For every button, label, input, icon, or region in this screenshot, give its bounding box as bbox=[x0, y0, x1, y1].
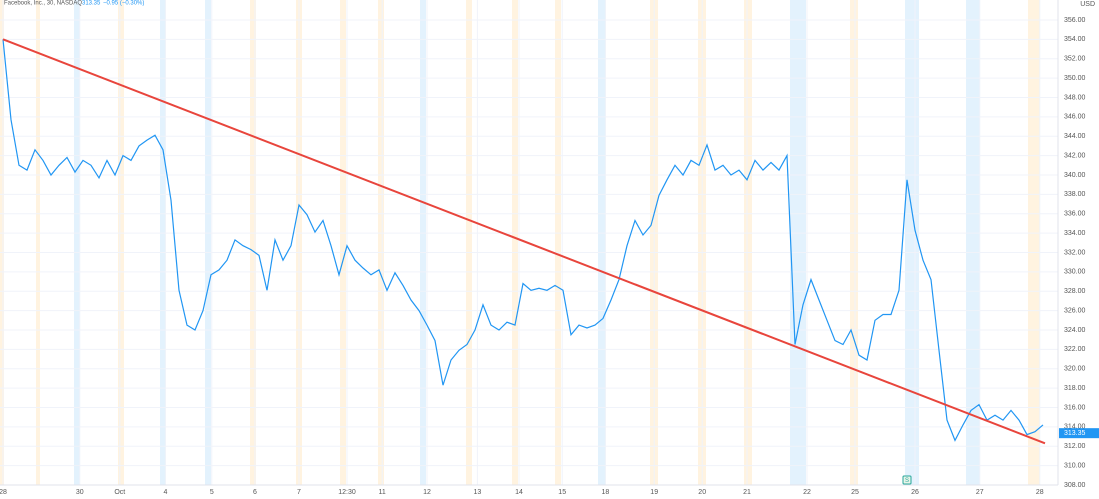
y-tick-label: 352.00 bbox=[1064, 56, 1086, 63]
last-price-tag bbox=[1059, 428, 1099, 439]
y-tick-label: 348.00 bbox=[1064, 94, 1086, 101]
session-band bbox=[74, 0, 80, 485]
x-tick-label: 20 bbox=[698, 489, 706, 496]
x-tick-label: 18 bbox=[602, 489, 610, 496]
price-axis bbox=[1058, 0, 1099, 499]
session-band bbox=[1028, 0, 1040, 485]
x-tick-label: 30 bbox=[76, 489, 84, 496]
session-band bbox=[160, 0, 166, 485]
x-tick-label: 22 bbox=[803, 489, 811, 496]
y-tick-label: 350.00 bbox=[1064, 75, 1086, 82]
y-tick-label: 340.00 bbox=[1064, 172, 1086, 179]
y-tick-label: 320.00 bbox=[1064, 366, 1086, 373]
x-tick-label: 28 bbox=[0, 489, 7, 496]
y-tick-label: 346.00 bbox=[1064, 114, 1086, 121]
x-tick-label: 12:30 bbox=[338, 489, 356, 496]
y-tick-label: 316.00 bbox=[1064, 404, 1086, 411]
y-tick-label: 334.00 bbox=[1064, 230, 1086, 237]
grid bbox=[0, 0, 1058, 486]
plot: S bbox=[2, 38, 1046, 485]
y-tick-label: 318.00 bbox=[1064, 385, 1086, 392]
currency: USD bbox=[1080, 1, 1095, 8]
session-band bbox=[512, 0, 518, 485]
x-tick-label: 28 bbox=[1036, 489, 1044, 496]
session-bands bbox=[0, 0, 1040, 485]
y-tick-label: 354.00 bbox=[1064, 36, 1086, 43]
x-tick-label: 5 bbox=[210, 489, 214, 496]
price-line bbox=[2, 39, 1044, 442]
session-band bbox=[598, 0, 606, 485]
y-tick-label: 322.00 bbox=[1064, 346, 1086, 353]
header-title: Facebook, Inc., 30, NASDAQ bbox=[4, 1, 82, 7]
session-band bbox=[966, 0, 980, 485]
y-tick-label: 312.00 bbox=[1064, 443, 1086, 450]
session-band bbox=[790, 0, 806, 485]
y-tick-label: 314.00 bbox=[1064, 424, 1086, 431]
annotation: S bbox=[905, 478, 909, 484]
x-tick-label: 15 bbox=[558, 489, 566, 496]
x-tick-label: 11 bbox=[379, 489, 386, 496]
y-tick-label: 332.00 bbox=[1064, 249, 1086, 256]
session-band bbox=[378, 0, 384, 485]
y-tick-label: 310.00 bbox=[1064, 462, 1086, 469]
x-tick-label: 27 bbox=[976, 489, 984, 496]
x-tick-label: 26 bbox=[911, 489, 919, 496]
y-tick-label: 308.00 bbox=[1064, 482, 1086, 489]
trend-line bbox=[2, 38, 1046, 445]
y-tick-label: 356.00 bbox=[1064, 17, 1086, 24]
y-tick-label: 330.00 bbox=[1064, 269, 1086, 276]
x-tick-label: 21 bbox=[743, 489, 751, 496]
session-band bbox=[205, 0, 211, 485]
session-band bbox=[420, 0, 426, 485]
session-band bbox=[0, 0, 4, 485]
x-tick-label: 7 bbox=[297, 489, 301, 496]
session-band bbox=[340, 0, 346, 485]
session-band bbox=[555, 0, 561, 485]
y-tick-label: 342.00 bbox=[1064, 152, 1086, 159]
y-tick-label: 344.00 bbox=[1064, 133, 1086, 140]
x-tick-label: 4 bbox=[163, 489, 167, 496]
axes: 308.00 310.00 312.00 314.00 316.00 318.00 320.… bbox=[0, 17, 1099, 496]
y-tick-label: 338.00 bbox=[1064, 191, 1086, 198]
session-band bbox=[466, 0, 472, 485]
y-tick-label: 324.00 bbox=[1064, 327, 1086, 334]
x-tick-label: 12 bbox=[423, 489, 431, 496]
x-tick-label: 6 bbox=[253, 489, 257, 496]
x-tick-label: 14 bbox=[515, 489, 523, 496]
session-band bbox=[36, 0, 40, 485]
session-band bbox=[905, 0, 919, 485]
session-band bbox=[250, 0, 256, 485]
time-axis bbox=[0, 485, 1058, 499]
y-tick-label: 326.00 bbox=[1064, 307, 1086, 314]
annotation-box bbox=[902, 475, 912, 485]
session-band bbox=[118, 0, 124, 485]
x-tick-label: Oct bbox=[114, 489, 125, 496]
header-change: −0.95 (−0.30%) bbox=[103, 1, 144, 7]
session-band bbox=[744, 0, 752, 485]
y-tick-label: 328.00 bbox=[1064, 288, 1086, 295]
header-last: 313.35 bbox=[82, 1, 101, 7]
last-price-label: 313.35 bbox=[1064, 430, 1086, 437]
x-tick-label: 25 bbox=[851, 489, 859, 496]
x-tick-label: 19 bbox=[650, 489, 658, 496]
y-tick-label: 336.00 bbox=[1064, 211, 1086, 218]
x-tick-label: 13 bbox=[474, 489, 482, 496]
session-band bbox=[850, 0, 858, 485]
